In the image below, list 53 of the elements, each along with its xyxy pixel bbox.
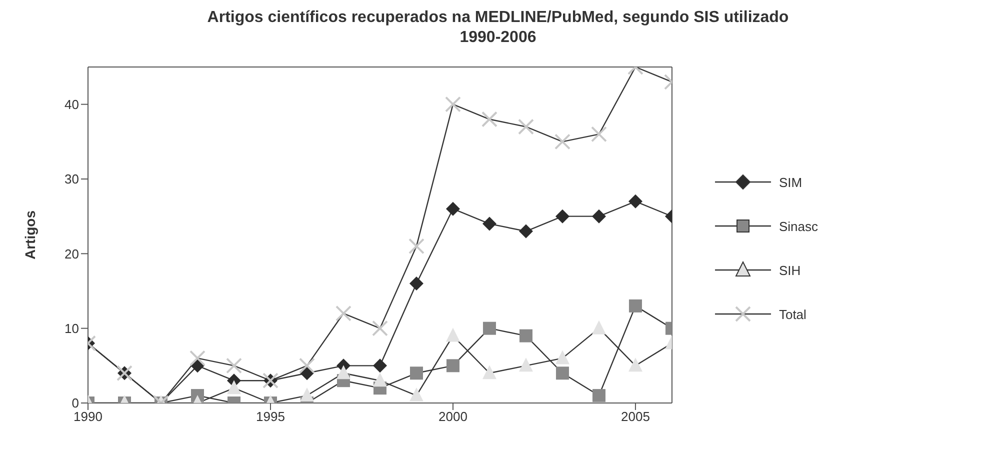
point <box>410 366 423 380</box>
point <box>519 329 532 342</box>
point <box>628 194 642 208</box>
point <box>335 305 352 322</box>
point <box>336 365 350 380</box>
legend-label: SIM <box>778 174 802 190</box>
x-tick-label: 1995 <box>256 409 285 424</box>
point <box>446 202 460 216</box>
point <box>628 358 642 372</box>
chart-title: Artigos científicos recuperados na MEDLINE/PubMed, segundo SIS utilizado <box>206 8 790 28</box>
point <box>482 322 496 335</box>
point <box>300 388 314 402</box>
y-tick-label: 0 <box>72 396 79 411</box>
y-tick-label: 20 <box>64 246 79 262</box>
point <box>372 372 387 387</box>
point <box>556 366 569 380</box>
point <box>298 358 315 374</box>
point <box>444 96 461 112</box>
point <box>446 328 460 342</box>
point <box>481 111 498 128</box>
point <box>372 320 388 336</box>
point <box>408 238 424 254</box>
point <box>555 209 570 224</box>
y-tick-label: 30 <box>64 172 79 187</box>
y-axis-title: Artigos <box>22 210 38 260</box>
point <box>518 118 534 135</box>
point <box>409 388 424 402</box>
point <box>518 224 533 238</box>
point <box>189 350 206 366</box>
point <box>482 216 496 231</box>
point <box>590 126 607 142</box>
point <box>628 299 642 312</box>
point <box>482 365 496 380</box>
point <box>592 209 606 224</box>
point <box>409 276 424 291</box>
point <box>226 358 242 374</box>
y-tick-label: 40 <box>64 96 79 112</box>
point <box>226 380 241 394</box>
point <box>554 134 570 150</box>
point <box>446 359 460 372</box>
legend-label: Total <box>778 306 806 322</box>
legend-label: SIH <box>778 262 801 278</box>
point <box>592 389 606 402</box>
x-tick-label: 1990 <box>74 409 102 424</box>
x-tick-label: 2000 <box>438 409 468 424</box>
x-tick-label: 2005 <box>621 409 650 424</box>
point <box>592 320 606 334</box>
y-tick-label: 10 <box>64 320 79 336</box>
chart-subtitle: 1990-2006 <box>458 28 538 48</box>
legend-label: Sinasc <box>778 218 818 234</box>
point <box>518 358 533 372</box>
point <box>555 350 570 364</box>
point <box>372 358 387 373</box>
